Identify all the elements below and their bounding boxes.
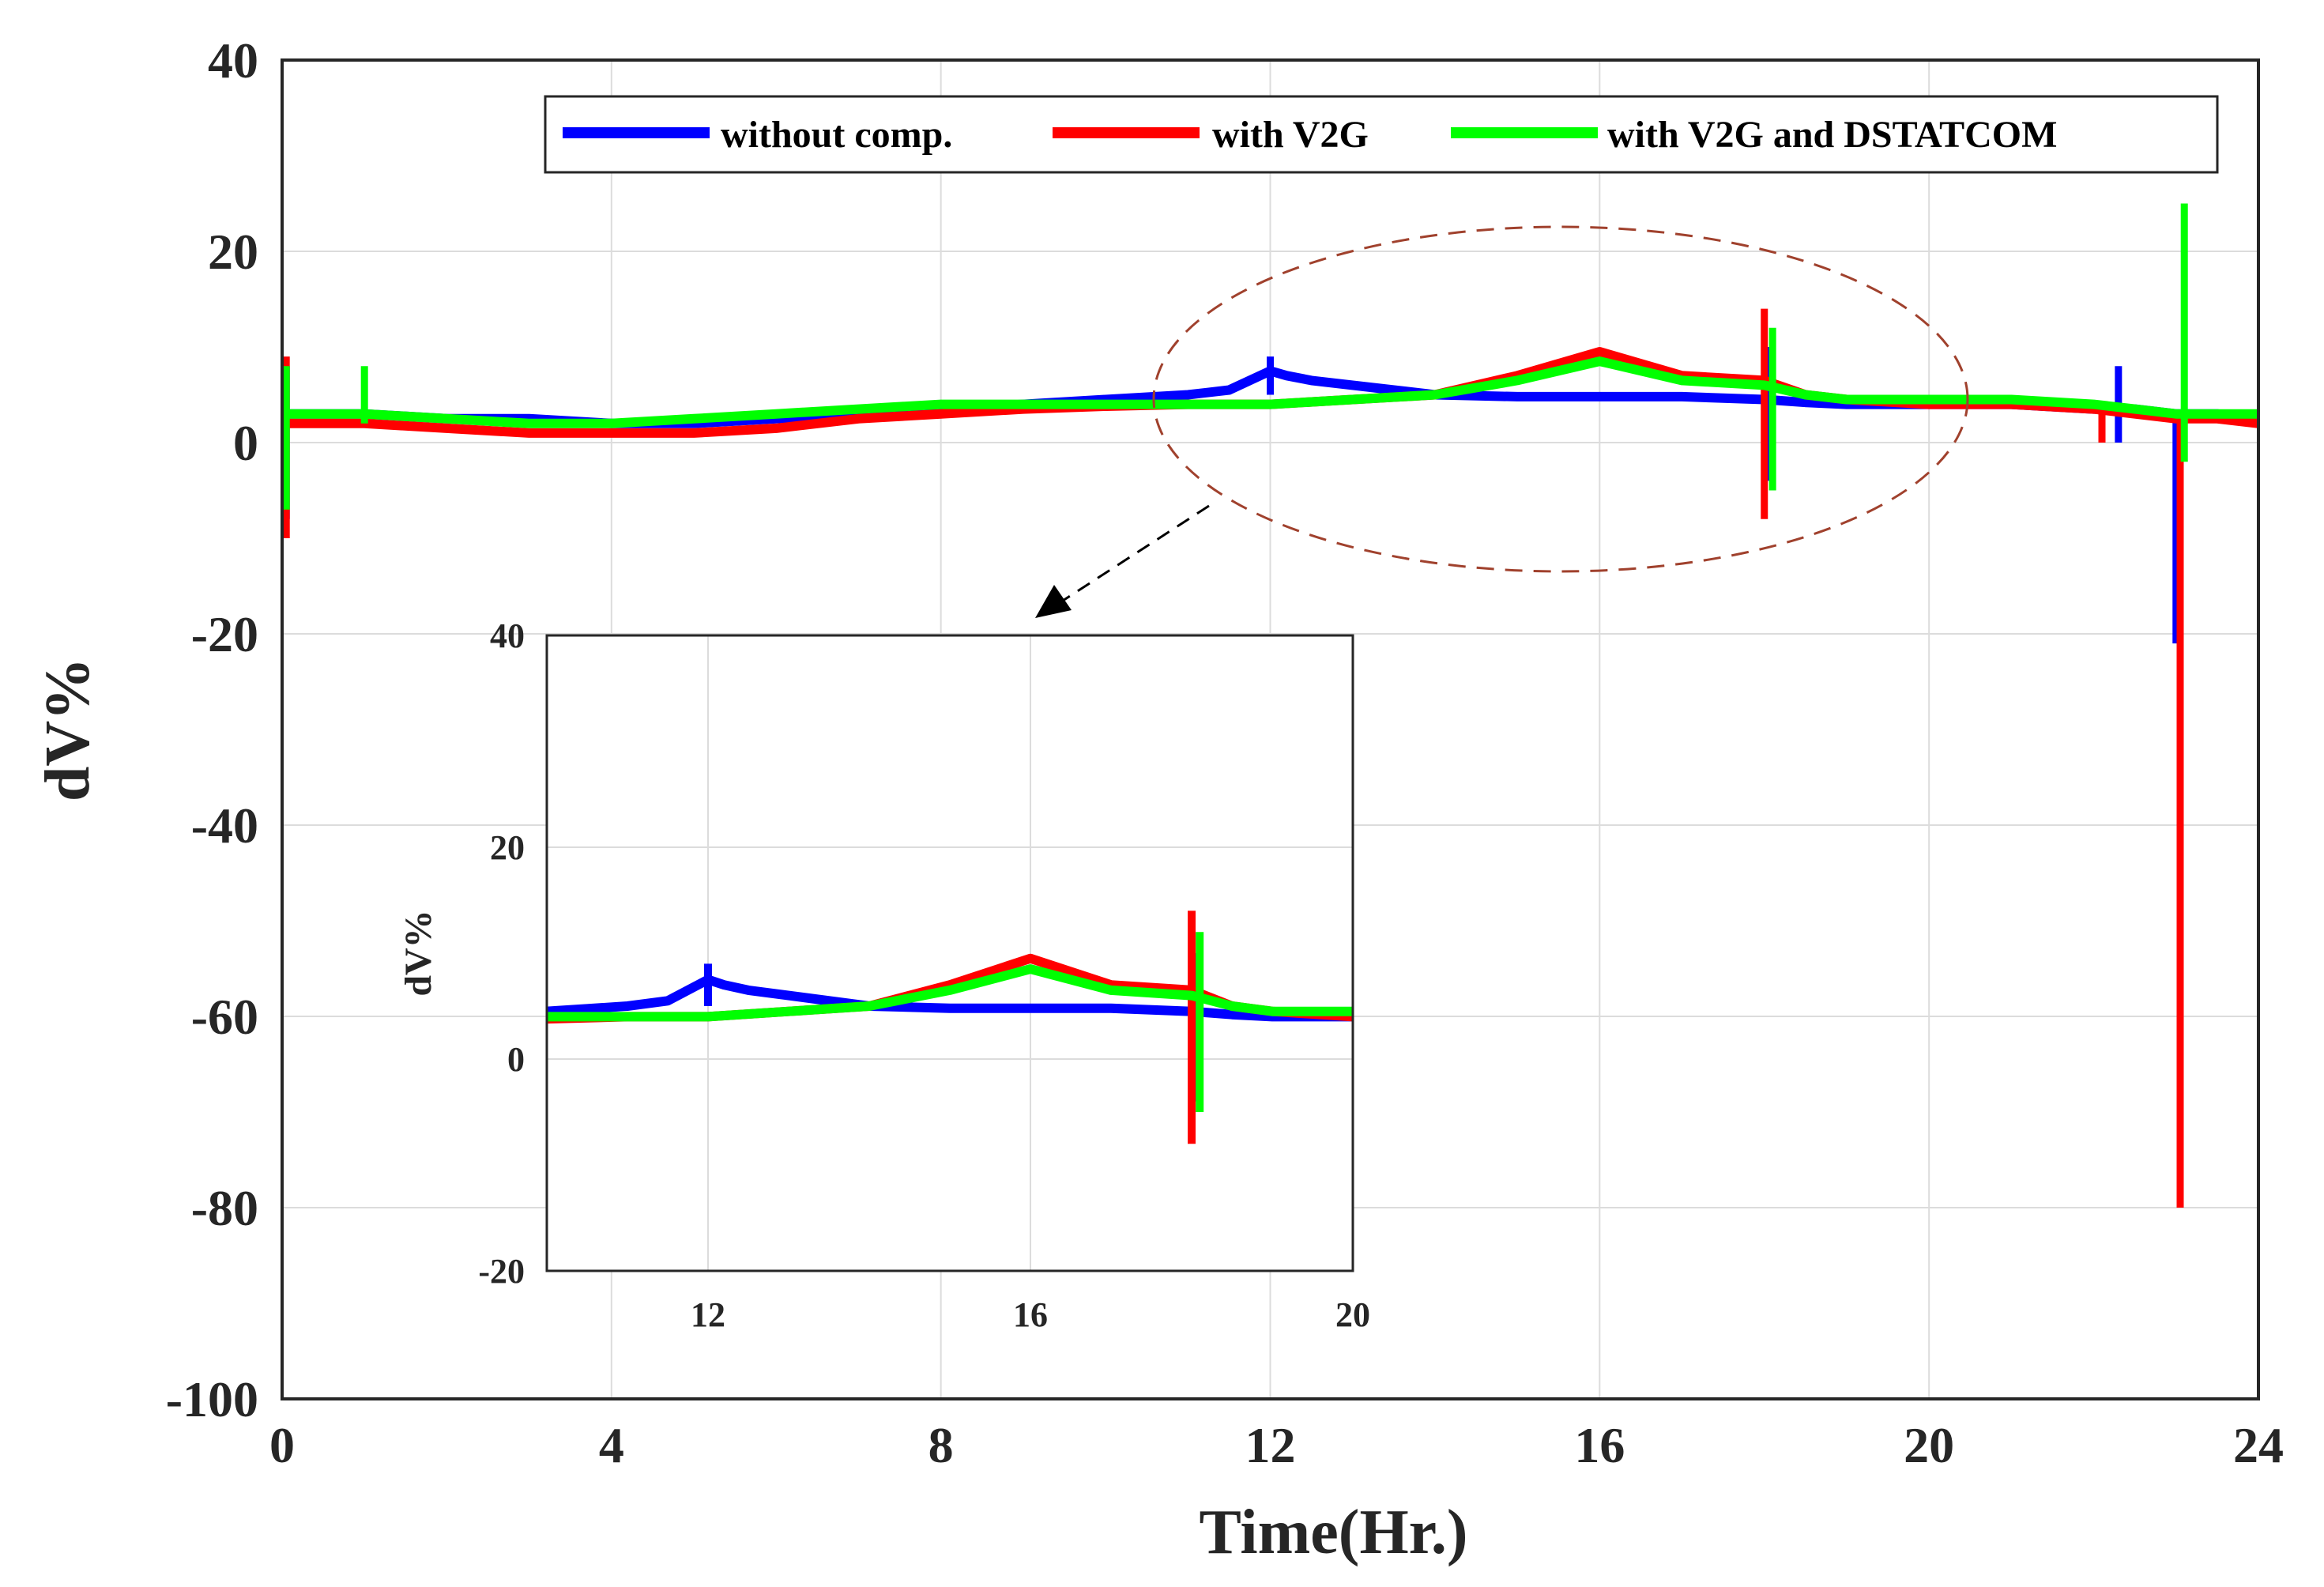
inset-plot-frame — [545, 634, 1354, 1272]
inset-y-tick-label: -20 — [478, 1252, 525, 1291]
inset-series — [547, 910, 1353, 1144]
zoom-arrow — [1035, 504, 1210, 618]
y-tick-label: -100 — [166, 1371, 258, 1427]
inset-y-axis-title: dV% — [397, 910, 439, 996]
legend: without comp. with V2G with V2G and DSTATC… — [544, 95, 2219, 174]
y-tick-label: 40 — [208, 32, 258, 89]
x-tick-label: 20 — [1904, 1417, 1954, 1473]
inset-tick-labels: 12 16 20 -20 0 20 40 — [478, 616, 1370, 1334]
inset-y-tick-label: 20 — [490, 828, 525, 867]
y-axis-title: dV% — [33, 658, 103, 801]
y-tick-label: 0 — [233, 415, 258, 471]
x-tick-label: 8 — [928, 1417, 954, 1473]
main-series — [282, 203, 2259, 1208]
series-line-2 — [547, 964, 1353, 1022]
zoom-arrow-head — [1035, 585, 1072, 618]
inset-x-tick-label: 12 — [691, 1295, 725, 1334]
x-tick-label: 16 — [1574, 1417, 1625, 1473]
series-line-2 — [282, 356, 2258, 428]
inset-y-tick-label: 40 — [490, 616, 525, 655]
x-tick-label: 24 — [2233, 1417, 2284, 1473]
legend-label-0: without comp. — [721, 114, 952, 156]
main-plot-frame — [281, 58, 2260, 1400]
y-tick-label: -60 — [191, 989, 258, 1045]
x-axis-title: Time(Hr.) — [1200, 1498, 1468, 1567]
zoom-arrow-line — [1062, 504, 1210, 602]
x-tick-label: 4 — [599, 1417, 624, 1473]
inset-x-tick-label: 16 — [1013, 1295, 1048, 1334]
inset-x-tick-label: 20 — [1335, 1295, 1370, 1334]
y-tick-label: -40 — [191, 797, 258, 854]
legend-box — [544, 95, 2219, 174]
main-tick-labels: 0 4 8 12 16 20 24 -100 -80 -60 -40 -20 0 20 40 — [166, 32, 2284, 1473]
y-tick-label: -20 — [191, 606, 258, 662]
legend-label-2: with V2G and DSTATCOM — [1607, 114, 2057, 156]
zoom-region-ellipse — [1152, 225, 1969, 573]
x-tick-label: 0 — [269, 1417, 295, 1473]
inset-y-tick-label: 0 — [507, 1040, 525, 1079]
x-tick-label: 12 — [1245, 1417, 1296, 1473]
y-tick-label: 20 — [208, 224, 258, 280]
y-tick-label: -80 — [191, 1180, 258, 1236]
legend-label-1: with V2G — [1212, 114, 1369, 156]
inset-background — [547, 635, 1353, 1271]
